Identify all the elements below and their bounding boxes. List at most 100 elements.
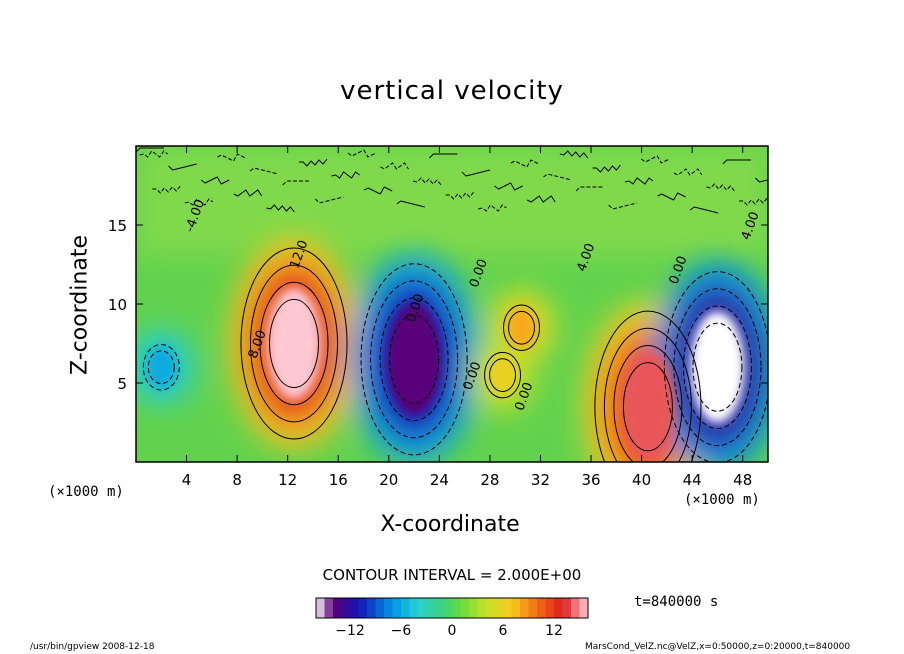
contour-line	[396, 200, 425, 208]
colorbar-segment	[375, 598, 385, 618]
x-tick-label: 12	[278, 471, 297, 489]
contour-line	[363, 186, 393, 195]
contour-line	[503, 304, 541, 351]
contour-line	[266, 204, 295, 213]
feature-core	[266, 287, 322, 400]
colorbar-segment	[554, 598, 563, 618]
colorbar-segment	[511, 598, 521, 618]
colorbar-segment	[367, 598, 376, 618]
contour-line	[282, 180, 311, 186]
colorbar-segment	[528, 598, 538, 618]
y-tick-label: 15	[108, 217, 127, 235]
colorbar-segment	[443, 598, 453, 618]
contour-line	[429, 153, 458, 159]
contour-line	[314, 196, 344, 204]
contour-line	[347, 149, 377, 158]
contour-line	[624, 177, 654, 185]
contour-line	[249, 167, 279, 175]
contour-line	[360, 263, 468, 456]
contour-line	[657, 192, 686, 201]
y-tick-label: 5	[117, 375, 127, 393]
colorbar-segment	[401, 598, 410, 618]
colorbar-segment	[452, 598, 461, 618]
contour-line	[233, 189, 263, 197]
contour-line	[152, 185, 181, 194]
contour-line	[217, 153, 246, 162]
colorbar-segment	[409, 598, 419, 618]
x-tick-label: 20	[379, 471, 398, 489]
contour-line	[613, 344, 683, 462]
upper-layer	[136, 146, 768, 257]
contour-line	[379, 297, 449, 422]
feature-core	[507, 306, 536, 349]
contour-line	[389, 314, 440, 404]
feature-core	[488, 354, 517, 396]
colorbar-segment	[520, 598, 529, 618]
contour-line	[240, 247, 348, 440]
contour-line	[603, 327, 692, 462]
contour-line	[380, 162, 409, 170]
chart-title: vertical velocity	[340, 76, 564, 106]
colorbar-segment	[341, 598, 351, 618]
colorbar-tick-label: 0	[448, 623, 457, 639]
x-axis-label: X-coordinate	[380, 512, 520, 537]
contour-line	[269, 298, 319, 389]
contour-line	[494, 182, 523, 191]
contour-line	[412, 177, 442, 186]
colorbar-segment	[486, 598, 495, 618]
contour-line	[543, 173, 572, 181]
contour-line	[722, 159, 751, 165]
colorbar-segment	[469, 598, 478, 618]
contour-line	[299, 158, 328, 167]
contour-line	[508, 310, 535, 345]
footer-right: MarsCond_VelZ.nc@VelZ,x=0:50000,z=0:2000…	[585, 642, 851, 652]
contour-line	[689, 206, 719, 214]
contour-line	[682, 305, 752, 429]
x-unit-right: (×1000 m)	[684, 492, 760, 508]
contour-line	[755, 177, 768, 183]
colorbar-segment	[494, 598, 504, 618]
contour-line	[259, 281, 329, 406]
contour-line	[142, 343, 180, 391]
contour-line	[139, 150, 168, 158]
colorbar-tick-label: 12	[545, 623, 563, 639]
x-tick-label: 4	[182, 471, 192, 489]
x-tick-label: 48	[733, 471, 752, 489]
feature-core	[690, 311, 745, 424]
colorbar-tick-label: −6	[391, 623, 412, 639]
contour-interval: CONTOUR INTERVAL = 2.000E+00	[322, 566, 582, 584]
contour-line	[641, 155, 670, 164]
time-label: t=840000 s	[634, 594, 719, 610]
contour-line	[594, 310, 702, 462]
colorbar-tick-label: 6	[499, 623, 508, 639]
colorbar-segment	[477, 598, 487, 618]
x-tick-label: 16	[329, 471, 348, 489]
colorbar-segment	[545, 598, 555, 618]
x-tick-label: 40	[632, 471, 651, 489]
contour-line	[706, 183, 735, 192]
contour-line	[592, 164, 621, 173]
contour-line	[147, 350, 175, 385]
contour-line	[692, 322, 743, 412]
y-tick-label: 10	[108, 296, 127, 314]
x-tick-label: 32	[531, 471, 550, 489]
contour-line	[622, 362, 673, 452]
y-axis-label: Z-coordinate	[67, 235, 93, 375]
colorbar-segment	[435, 598, 444, 618]
colorbar-tick-label: −12	[335, 623, 365, 639]
contour-line	[200, 176, 230, 185]
contour-line	[559, 150, 589, 159]
x-tick-label: 28	[480, 471, 499, 489]
colorbar-segment	[392, 598, 402, 618]
x-tick-label: 8	[232, 471, 242, 489]
contour-line	[445, 191, 475, 200]
colorbar-frame	[315, 597, 589, 619]
contour-line	[510, 159, 540, 168]
contour-line	[608, 202, 637, 210]
contour-line	[489, 358, 517, 392]
contour-line	[184, 198, 214, 206]
feature-core	[146, 346, 176, 389]
contour-line	[478, 204, 507, 212]
contour-line	[673, 168, 703, 176]
